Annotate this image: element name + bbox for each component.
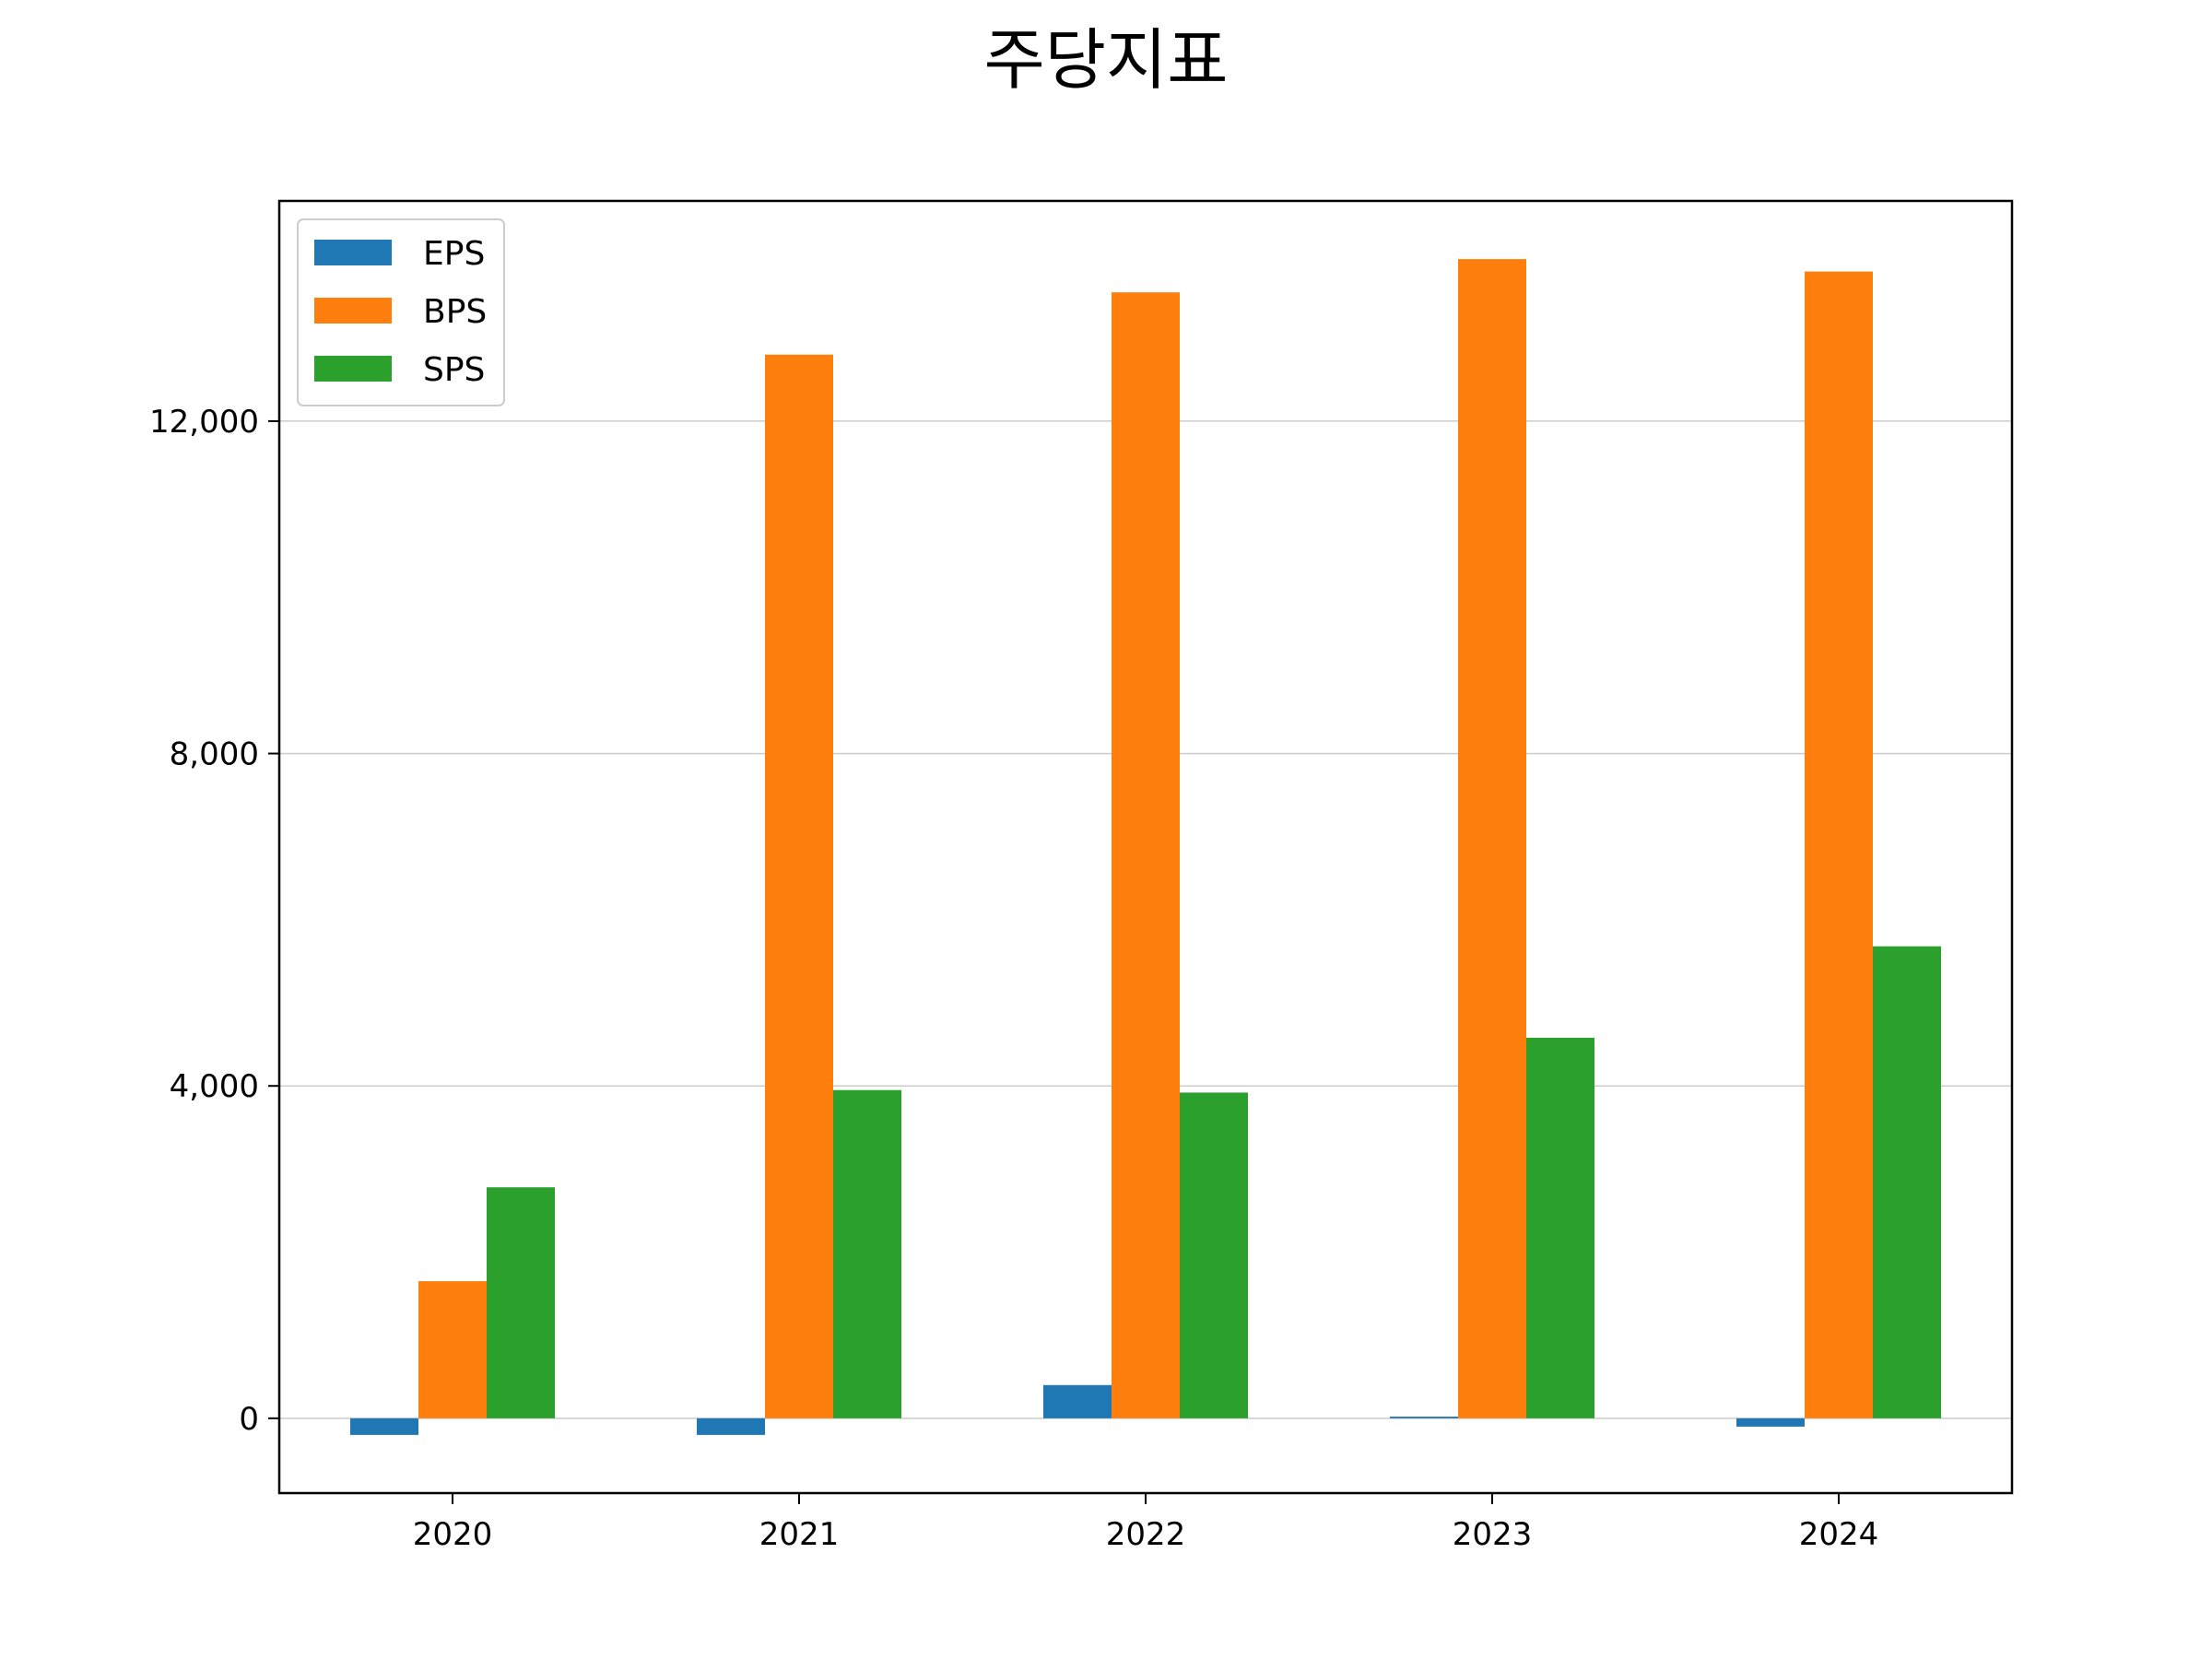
bar-eps-2022 bbox=[1043, 1384, 1112, 1418]
chart-title: 주당지표 bbox=[984, 21, 1229, 99]
bar-bps-2023 bbox=[1458, 259, 1526, 1418]
bar-eps-2021 bbox=[697, 1418, 765, 1435]
legend-label-sps: SPS bbox=[423, 351, 485, 389]
bar-sps-2020 bbox=[487, 1187, 555, 1418]
legend-swatch-eps bbox=[314, 240, 392, 265]
legend-swatch-sps bbox=[314, 356, 392, 382]
bar-sps-2024 bbox=[1873, 946, 1941, 1418]
bar-eps-2024 bbox=[1736, 1418, 1805, 1427]
bar-bps-2024 bbox=[1805, 271, 1873, 1418]
x-tick-label: 2023 bbox=[1453, 1516, 1533, 1553]
bar-sps-2023 bbox=[1526, 1037, 1594, 1418]
bar-bps-2020 bbox=[418, 1281, 487, 1418]
y-axis: 0 4,000 8,000 12,000 bbox=[149, 404, 279, 1438]
bar-sps-2022 bbox=[1180, 1092, 1248, 1418]
x-tick-label: 2022 bbox=[1106, 1516, 1186, 1553]
y-tick-label: 4,000 bbox=[170, 1068, 259, 1105]
legend-swatch-bps bbox=[314, 298, 392, 324]
legend-label-bps: BPS bbox=[423, 293, 487, 331]
y-tick-label: 0 bbox=[239, 1401, 259, 1438]
x-tick-label: 2024 bbox=[1799, 1516, 1879, 1553]
x-axis: 2020 2021 2022 2023 2024 bbox=[413, 1493, 1879, 1553]
bar-sps-2021 bbox=[833, 1089, 901, 1418]
x-tick-label: 2020 bbox=[413, 1516, 493, 1553]
y-tick-label: 8,000 bbox=[170, 736, 259, 773]
legend: EPS BPS SPS bbox=[297, 218, 505, 406]
bar-eps-2020 bbox=[350, 1418, 418, 1435]
bar-bps-2022 bbox=[1112, 292, 1180, 1418]
bar-eps-2023 bbox=[1390, 1417, 1458, 1418]
y-tick-label: 12,000 bbox=[149, 404, 259, 441]
bars-layer bbox=[350, 259, 1941, 1435]
bar-bps-2021 bbox=[765, 354, 833, 1418]
legend-label-eps: EPS bbox=[423, 235, 485, 273]
x-tick-label: 2021 bbox=[759, 1516, 840, 1553]
